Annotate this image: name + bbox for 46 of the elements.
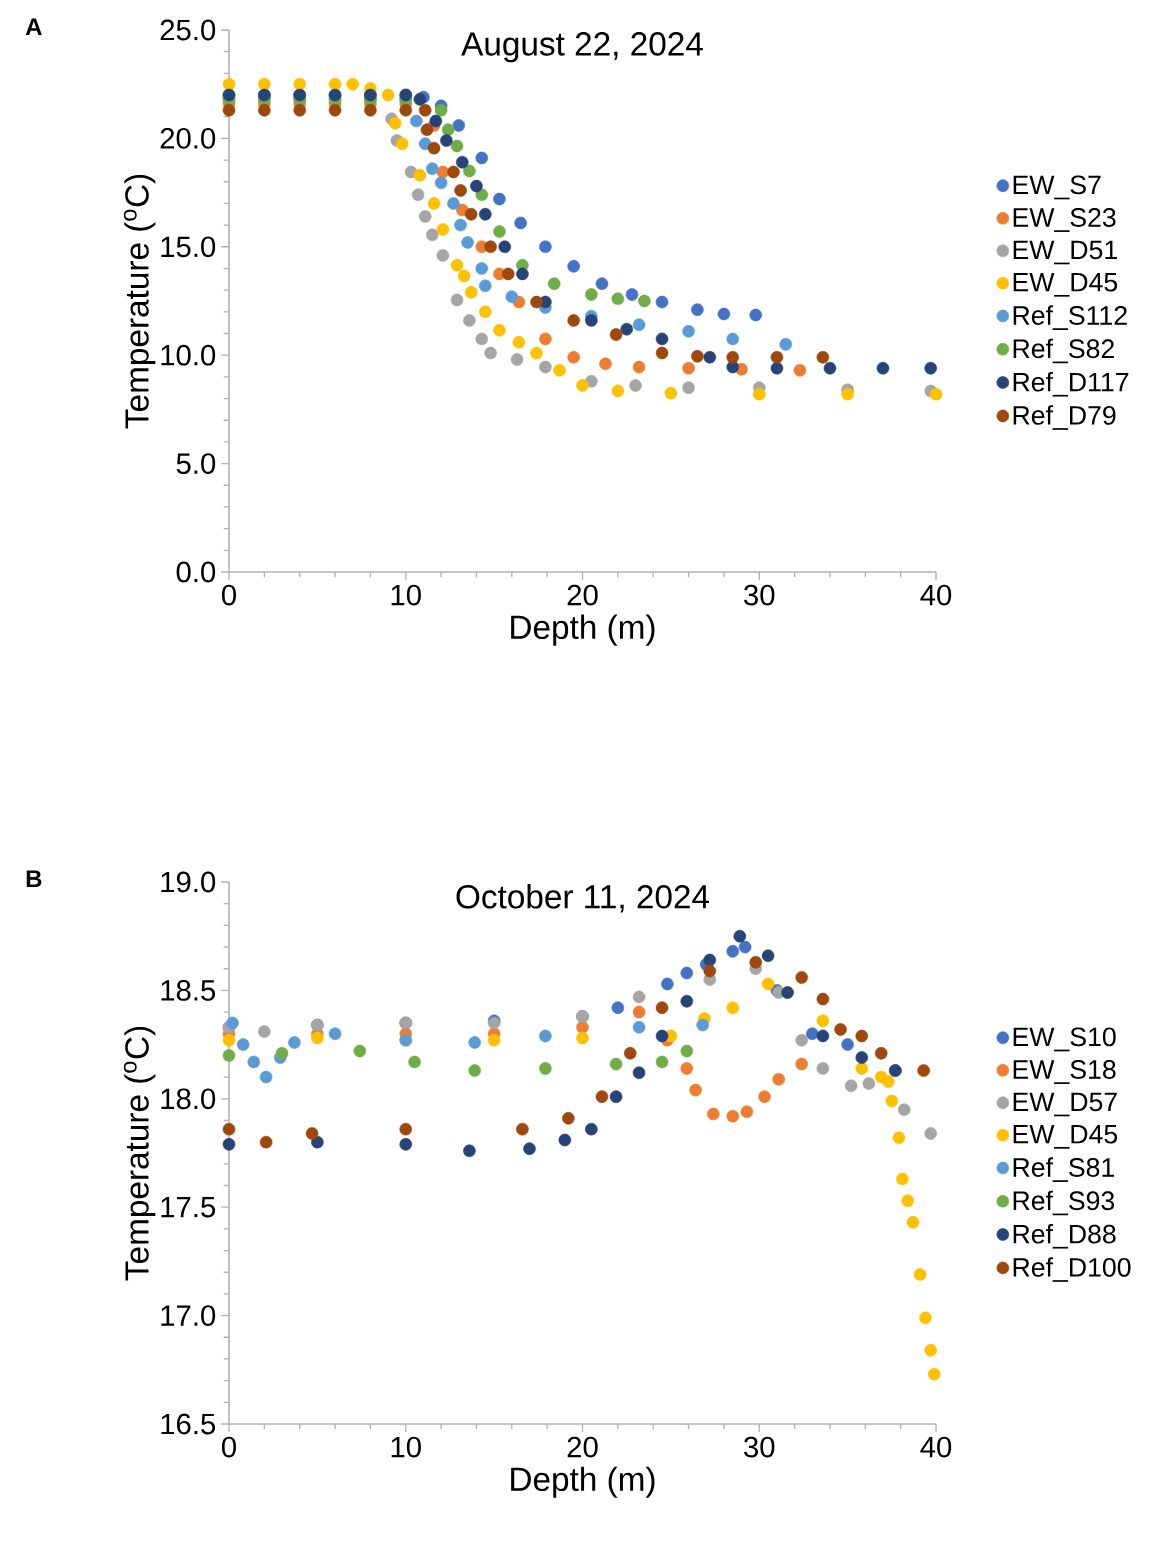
- legend-label: Ref_D79: [1013, 405, 1116, 430]
- x-tick-label: 0: [221, 584, 236, 606]
- y-tick-label: 20.0: [160, 127, 216, 149]
- legend-label: EW_S10: [1013, 1027, 1116, 1052]
- y-tick-label: 25.0: [160, 19, 216, 41]
- x-axis-title: Depth (m): [511, 614, 655, 646]
- y-tick-label: 15.0: [161, 236, 216, 258]
- y-tick-label: 16.5: [161, 1413, 216, 1435]
- y-tick-label: 18.5: [161, 980, 216, 1001]
- legend-label: Ref_D117: [1013, 371, 1129, 397]
- text: B: [26, 870, 42, 887]
- y-tick-label: 18.0: [161, 1088, 216, 1110]
- legend-label: EW_D57: [1013, 1092, 1117, 1117]
- x-tick-label: 30: [744, 584, 775, 606]
- legend-label: EW_D51: [1013, 240, 1117, 265]
- x-tick-label: 10: [391, 584, 421, 606]
- x-tick-label: 0: [221, 1436, 236, 1458]
- chart-title: August 22, 2024: [461, 32, 703, 63]
- legend-label: EW_D45: [1013, 273, 1118, 297]
- y-axis-title: Temperature ($^{o}$C): [123, 174, 156, 429]
- y-tick-label: 19.0: [161, 871, 216, 893]
- legend-label: EW_D45: [1013, 1125, 1118, 1149]
- x-tick-label: 40: [920, 584, 952, 606]
- y-tick-label: 17.5: [161, 1196, 216, 1218]
- y-axis-title: Temperature ($^{o}$C): [123, 1026, 156, 1281]
- y-tick-label: 10.0: [161, 344, 216, 366]
- legend-label: Ref_S93: [1013, 1190, 1115, 1216]
- x-tick-label: 40: [920, 1436, 952, 1458]
- x-axis-title: Depth (m): [511, 1466, 655, 1498]
- legend-label: EW_S18: [1013, 1060, 1116, 1084]
- x-tick-label: 30: [744, 1436, 775, 1458]
- legend-label: Ref_D100: [1013, 1257, 1131, 1282]
- legend-label: Ref_S112: [1013, 305, 1127, 330]
- x-tick-label: 20: [567, 584, 598, 606]
- y-tick-label: 0.0: [176, 561, 216, 583]
- x-tick-label: 20: [567, 1436, 598, 1458]
- legend-label: EW_S7: [1013, 175, 1101, 200]
- y-tick-label: 17.0: [161, 1305, 216, 1326]
- x-tick-label: 10: [391, 1436, 421, 1458]
- legend-label: Ref_D88: [1013, 1223, 1116, 1249]
- chart-title: October 11, 2024: [456, 884, 710, 913]
- legend-label: Ref_S82: [1013, 338, 1114, 364]
- text: A: [25, 18, 42, 35]
- legend-label: EW_S23: [1013, 208, 1116, 232]
- legend-label: Ref_S81: [1013, 1157, 1114, 1182]
- y-tick-label: 5.0: [176, 453, 216, 474]
